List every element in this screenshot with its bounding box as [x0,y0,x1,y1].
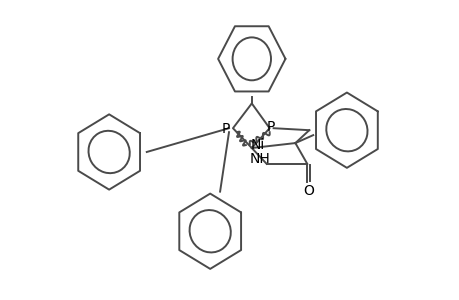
Text: O: O [302,184,313,198]
Text: Ni: Ni [250,138,264,152]
Text: NH: NH [249,152,269,166]
Text: P: P [266,120,274,134]
Text: P: P [221,122,230,136]
